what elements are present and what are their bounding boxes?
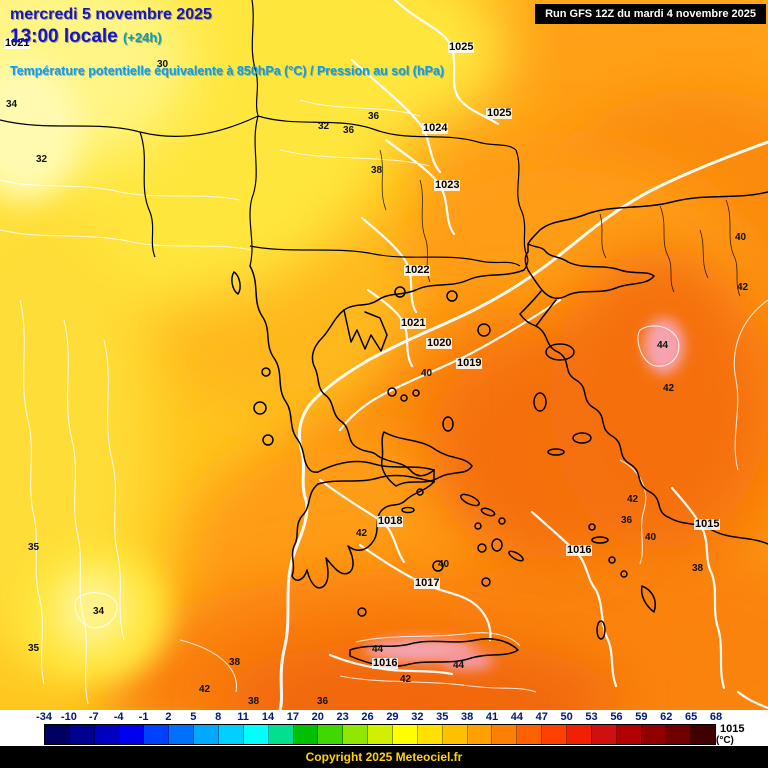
scale-color-cell: [144, 725, 170, 744]
copyright-text: Copyright 2025 Meteociel.fr: [305, 750, 463, 764]
scale-value: 26: [361, 711, 374, 723]
subtitle: Température potentielle équivalente à 85…: [10, 64, 445, 78]
coastlines: [231, 191, 768, 668]
scale-unit-label: (°C): [716, 735, 734, 746]
run-info-box: Run GFS 12Z du mardi 4 novembre 2025: [535, 4, 766, 24]
country-borders: [0, 0, 529, 271]
scale-value: 32: [411, 711, 424, 723]
scale-color-cell: [194, 725, 220, 744]
scale-color-cell: [318, 725, 344, 744]
map-graphic: [0, 0, 768, 710]
thetae-contours: [0, 99, 768, 705]
scale-value: 50: [560, 711, 573, 723]
copyright-bar: Copyright 2025 Meteociel.fr: [0, 746, 768, 768]
scale-value: 68: [709, 711, 723, 723]
scale-colorbar: [44, 724, 716, 745]
scale-color-cell: [417, 725, 443, 744]
scale-value: 62: [660, 711, 673, 723]
scale-value: 59: [635, 711, 648, 723]
scale-value: 41: [485, 711, 499, 723]
scale-color-cell: [219, 725, 244, 744]
scale-value: 44: [510, 711, 523, 723]
scale-color-cell: [666, 725, 692, 744]
scale-value: -7: [88, 711, 99, 723]
scale-value: 8: [215, 711, 222, 723]
scale-color-cell: [641, 725, 667, 744]
time-title: 13:00 locale (+24h): [10, 26, 162, 48]
scale-color-cell: [442, 725, 468, 744]
scale-value: -1: [138, 711, 149, 723]
scale-color-cell: [368, 725, 394, 744]
scale-value: 11: [237, 711, 249, 723]
scale-value: 23: [336, 711, 349, 723]
corner-pressure-label: 1015: [720, 723, 745, 735]
scale-color-cell: [243, 725, 269, 744]
scale-color-cell: [591, 725, 617, 744]
scale-value: -34: [36, 711, 52, 723]
scale-color-cell: [268, 725, 294, 744]
map-canvas[interactable]: 1025 1025 1024 1023 1022 1021 1020 1019 1018 1017…: [0, 0, 768, 710]
scale-value: 2: [165, 711, 172, 723]
date-title: mercredi 5 novembre 2025: [10, 6, 212, 23]
isobars: [278, 0, 768, 710]
scale-value: 38: [460, 711, 474, 723]
scale-color-cell: [467, 725, 493, 744]
scale-value: 53: [585, 711, 598, 723]
scale-color-cell: [293, 725, 319, 744]
scale-value: 35: [436, 711, 449, 723]
scale-color-cell: [343, 725, 369, 744]
offset-text: (+24h): [123, 30, 162, 45]
time-text: 13:00 locale: [10, 26, 118, 47]
scale-color-cell: [517, 725, 543, 744]
scale-values-row: -34 -10 -7 -4 -1 2 5 8 11 14 17 20 23 26 29 32 35 38 41 44 4…: [0, 711, 768, 723]
scale-color-cell: [119, 725, 145, 744]
scale-value: 20: [311, 711, 324, 723]
scale-value: 14: [261, 711, 275, 723]
scale-value: 29: [386, 711, 399, 723]
scale-color-cell: [542, 725, 568, 744]
scale-color-cell: [616, 725, 642, 744]
scale-value: 47: [535, 711, 548, 723]
scale-value: 65: [684, 711, 698, 723]
scale-color-cell: [567, 725, 592, 744]
scale-color-cell: [169, 725, 195, 744]
scale-color-cell: [691, 725, 716, 744]
scale-value: 17: [286, 711, 299, 723]
scale-value: -10: [60, 711, 77, 723]
color-scale: -34 -10 -7 -4 -1 2 5 8 11 14 17 20 23 26 29 32 35 38 41 44 4…: [0, 710, 768, 746]
scale-color-cell: [45, 725, 70, 744]
scale-color-cell: [69, 725, 95, 744]
scale-value: 56: [610, 711, 623, 723]
scale-value: 5: [190, 711, 197, 723]
scale-value: -4: [113, 711, 124, 723]
scale-color-cell: [393, 725, 418, 744]
rivers: [379, 149, 741, 297]
scale-color-cell: [94, 725, 120, 744]
scale-color-cell: [492, 725, 518, 744]
